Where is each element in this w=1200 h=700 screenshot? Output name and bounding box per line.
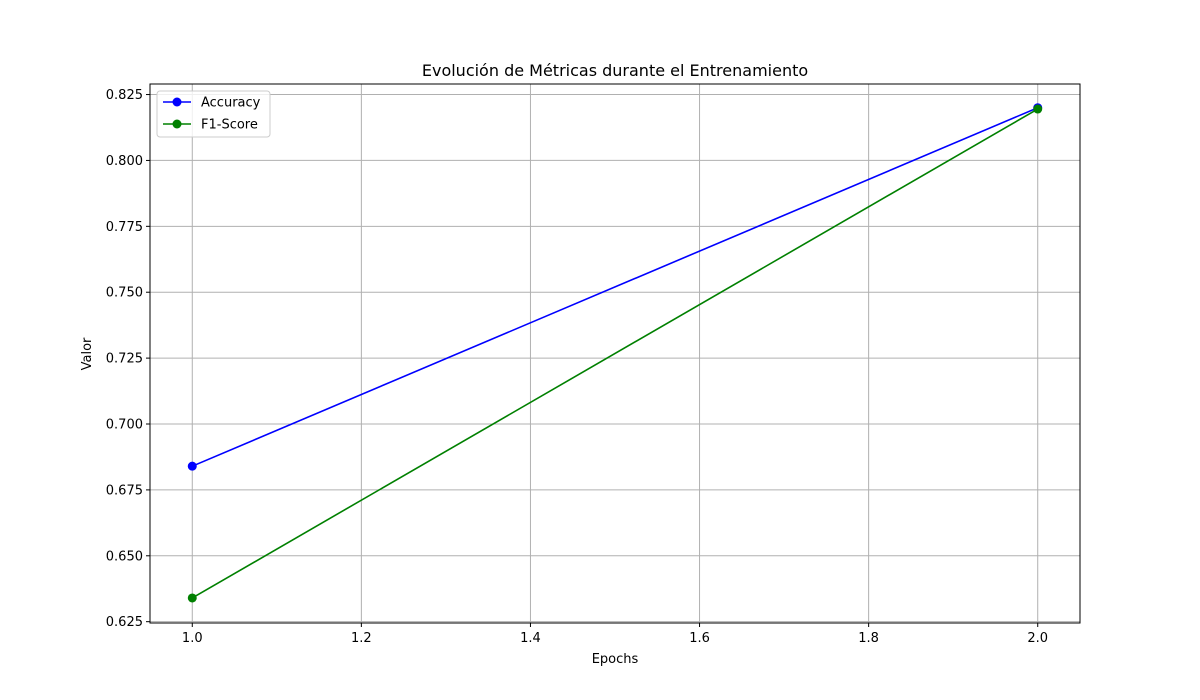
x-tick-label: 2.0 [1027,631,1048,646]
x-tick-label: 1.2 [351,631,372,646]
legend-swatch-marker [172,97,182,107]
legend-swatch-marker [172,119,182,129]
series-accuracy [187,103,1043,471]
plot-frame [149,83,1081,624]
y-tick-label: 0.650 [106,549,143,564]
y-tick-label: 0.775 [106,220,143,235]
legend-item-f1-score: F1-Score [163,118,258,133]
legend-item-accuracy: Accuracy [163,96,261,111]
y-axis-ticks: 0.625 0.650 0.675 0.700 0.725 0.750 0.775 0.800… [106,88,150,630]
y-tick-label: 0.825 [106,88,143,103]
x-tick-label: 1.4 [520,631,541,646]
legend-label: F1-Score [201,118,258,133]
legend-label: Accuracy [201,96,261,111]
data-point-f1-score [187,593,197,603]
y-tick-label: 0.750 [106,286,143,301]
x-axis-ticks: 1.0 1.2 1.4 1.6 1.8 2.0 [182,623,1048,646]
series-line-f1-score [191,108,1039,599]
y-tick-label: 0.800 [106,154,143,169]
legend: Accuracy F1-Score [156,90,271,138]
chart-title: Evolución de Métricas durante el Entrena… [422,61,808,80]
x-tick-label: 1.6 [689,631,710,646]
series-f1-score [187,104,1043,603]
y-tick-label: 0.675 [106,483,143,498]
x-axis-label: Epochs [592,652,639,667]
y-tick-label: 0.725 [106,352,143,367]
y-tick-label: 0.625 [106,615,143,630]
series-line-accuracy [191,106,1039,467]
data-point-f1-score [1033,104,1043,114]
y-tick-label: 0.700 [106,418,143,433]
series-layer [187,103,1043,603]
x-tick-label: 1.8 [858,631,879,646]
y-axis-label: Valor [80,337,95,370]
grid-layer [150,84,1080,623]
data-point-accuracy [187,461,197,471]
x-tick-label: 1.0 [182,631,203,646]
